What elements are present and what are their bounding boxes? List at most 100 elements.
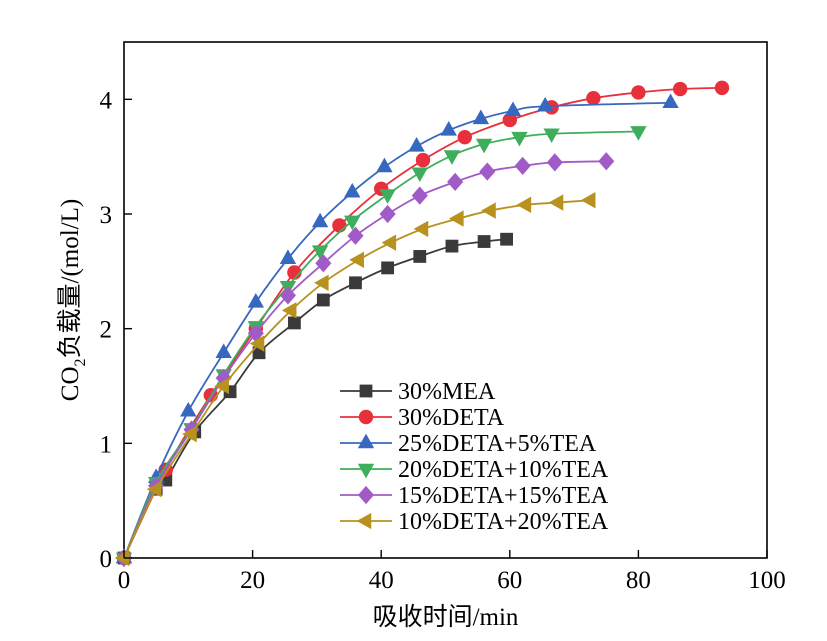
data-point [281,302,297,319]
data-point [548,194,564,211]
data-point [349,276,362,290]
legend-label: 25%DETA+5%TEA [398,431,597,457]
x-tick-label: 40 [369,567,394,594]
series-5 [115,152,615,568]
data-point [249,335,265,352]
data-point [381,261,395,275]
legend-item: 30%DETA [340,405,505,431]
data-point [672,81,688,97]
y-axis-title-subscript: 2 [72,358,89,366]
tick-layer: 0 20 40 60 80 100 0 1 2 3 4 [100,87,786,594]
x-tick-label: 20 [240,567,265,594]
data-point [379,204,396,224]
data-point [214,377,229,395]
data-point [247,292,264,308]
y-axis-title-main: CO [57,366,84,401]
x-axis-title: 吸收时间/min [373,603,519,631]
data-point [411,186,428,205]
data-point [472,109,490,125]
x-tick-label: 60 [497,567,522,594]
data-point [411,167,428,183]
data-point [311,245,329,261]
data-point [315,254,332,273]
y-tick-label: 4 [100,87,113,114]
data-point [146,481,162,498]
legend-item: 10%DETA+20%TEA [340,509,609,535]
data-point [215,343,232,359]
legend-marker [359,384,373,398]
data-point [287,316,301,330]
y-tick-label: 0 [100,546,113,573]
data-point [714,80,730,96]
data-point [379,189,396,204]
legend-marker [357,485,375,505]
data-point [543,128,560,144]
data-point [477,235,491,248]
data-point [586,90,601,106]
data-point [630,126,647,141]
series-layer [114,80,730,568]
legend: 30%MEA30%DETA25%DETA+5%TEA20%DETA+10%TEA… [340,379,609,535]
data-point [279,286,296,305]
data-point [349,251,364,269]
data-point [475,138,493,154]
legend-label: 20%DETA+10%TEA [398,457,609,483]
y-axis-title: CO2负载量/(mol/L) [56,199,89,401]
data-point [376,157,393,173]
data-point [479,162,496,181]
data-point [447,172,464,191]
legend-item: 25%DETA+5%TEA [340,431,597,457]
x-tick-label: 100 [748,567,786,594]
y-tick-label: 1 [100,431,113,458]
data-point [347,226,364,245]
data-point [316,293,330,307]
data-point [504,101,522,117]
y-tick-label: 2 [100,317,113,344]
series-6 [114,192,596,567]
data-point [598,152,615,171]
legend-marker [358,409,374,425]
x-tick-label: 80 [626,567,651,594]
data-point [344,215,361,231]
plot-frame [123,41,768,559]
data-point [546,153,563,172]
plot-border [123,41,768,559]
data-point [445,239,459,253]
data-point [381,234,397,251]
legend-marker [357,463,375,479]
data-point [182,425,197,443]
data-point [311,212,329,228]
data-point [415,152,431,168]
legend-label: 30%MEA [398,379,496,405]
data-point [413,220,429,238]
data-point [332,218,347,233]
data-point [443,150,461,165]
y-tick-label: 3 [100,202,113,229]
data-point [180,401,197,417]
x-tick-label: 0 [118,567,131,594]
data-point [314,274,329,291]
data-point [514,156,531,175]
legend-marker [356,512,372,530]
data-point [511,131,528,147]
data-point [516,196,532,214]
legend-label: 10%DETA+20%TEA [398,509,609,535]
data-point [580,192,596,209]
data-point [662,93,679,109]
legend-item: 15%DETA+15%TEA [340,483,609,509]
data-point [457,129,472,145]
data-point [408,137,425,152]
data-point [500,232,513,246]
data-point [413,250,427,263]
legend-marker [357,433,375,449]
legend-item: 30%MEA [340,379,496,405]
data-point [440,120,457,136]
data-point [631,85,646,100]
data-point [344,182,361,198]
data-point [449,210,464,227]
data-point [536,96,554,112]
data-point [279,249,297,264]
data-point [481,202,496,219]
legend-label: 15%DETA+15%TEA [398,483,609,509]
